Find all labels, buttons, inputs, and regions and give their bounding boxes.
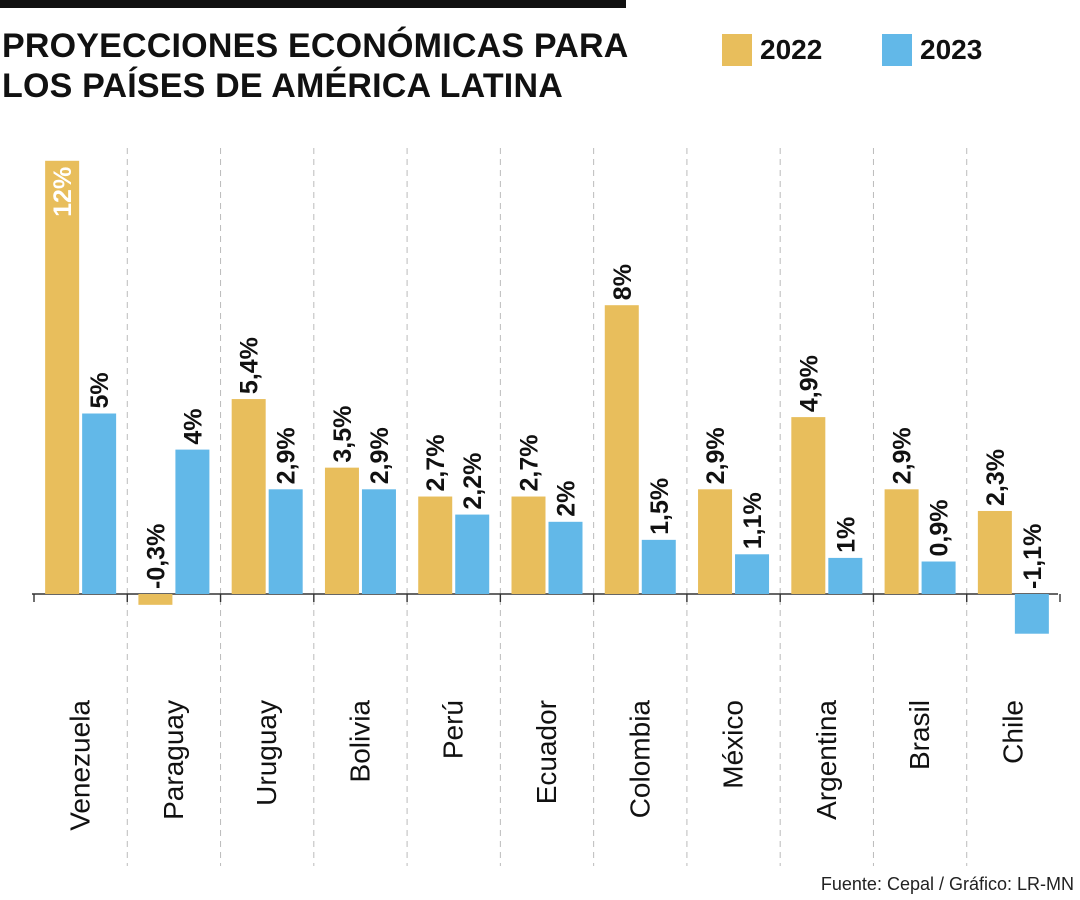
chart-title: PROYECCIONES ECONÓMICAS PARA LOS PAÍSES … xyxy=(2,26,628,106)
chart-title-line-2: LOS PAÍSES DE AMÉRICA LATINA xyxy=(2,67,563,105)
category-label-venezuela: Venezuela xyxy=(65,700,96,831)
value-label-2022-argentina: 4,9% xyxy=(795,355,823,412)
bar-2022-brasil xyxy=(884,489,919,594)
legend-swatch-2022 xyxy=(722,34,752,66)
legend-label-2023: 2023 xyxy=(920,34,983,65)
bar-2023-uruguay xyxy=(268,489,303,594)
bar-2022-mexico xyxy=(698,489,733,594)
legend-item-2023: 2023 xyxy=(882,34,982,66)
category-label-peru: Perú xyxy=(438,700,469,759)
bar-2023-brasil xyxy=(921,561,956,594)
value-label-2022-ecuador: 2,7% xyxy=(516,435,544,492)
category-label-chile: Chile xyxy=(997,700,1028,764)
legend-label-2022: 2022 xyxy=(760,34,823,65)
value-label-2022-venezuela: 12% xyxy=(49,167,77,217)
category-label-mexico: México xyxy=(718,700,749,789)
value-label-2023-peru: 2,2% xyxy=(459,453,487,510)
bar-2022-ecuador xyxy=(511,496,546,594)
value-label-2022-paraguay: -0,3% xyxy=(142,524,170,589)
legend-swatch-2023 xyxy=(882,34,912,66)
bar-2022-uruguay xyxy=(231,399,266,594)
category-label-argentina: Argentina xyxy=(811,700,842,820)
category-label-paraguay: Paraguay xyxy=(158,700,189,820)
bar-2023-argentina xyxy=(828,557,863,594)
bar-2022-argentina xyxy=(791,417,826,594)
value-label-2022-chile: 2,3% xyxy=(982,449,1010,506)
value-label-2022-bolivia: 3,5% xyxy=(329,406,357,463)
value-label-2022-mexico: 2,9% xyxy=(702,427,730,484)
bar-2022-venezuela xyxy=(45,160,80,595)
value-label-2022-colombia: 8% xyxy=(609,264,637,300)
value-label-2023-colombia: 1,5% xyxy=(646,478,674,535)
value-label-2022-peru: 2,7% xyxy=(422,435,450,492)
bar-2023-chile xyxy=(1014,594,1049,634)
bar-2022-colombia xyxy=(604,305,639,594)
bar-2022-peru xyxy=(418,496,453,594)
bar-2022-bolivia xyxy=(324,467,359,594)
bar-2023-peru xyxy=(455,514,490,594)
bar-2023-venezuela xyxy=(82,413,117,594)
source-credit: Fuente: Cepal / Gráfico: LR-MN xyxy=(820,874,1074,894)
value-label-2023-argentina: 1% xyxy=(832,517,860,553)
bar-2023-ecuador xyxy=(548,521,583,594)
value-label-2023-paraguay: 4% xyxy=(179,408,207,444)
category-label-colombia: Colombia xyxy=(624,700,655,819)
category-label-brasil: Brasil xyxy=(904,700,935,770)
category-label-ecuador: Ecuador xyxy=(531,700,562,804)
bar-2023-mexico xyxy=(735,554,770,594)
bar-2023-paraguay xyxy=(175,449,210,594)
value-label-2023-brasil: 0,9% xyxy=(926,500,954,557)
value-label-2023-mexico: 1,1% xyxy=(739,492,767,549)
bar-2022-paraguay xyxy=(138,594,173,605)
bar-2023-bolivia xyxy=(361,489,396,594)
value-label-2023-ecuador: 2% xyxy=(553,481,581,517)
category-label-bolivia: Bolivia xyxy=(344,700,375,783)
value-label-2023-chile: -1,1% xyxy=(1019,524,1047,589)
bar-2022-chile xyxy=(977,510,1012,594)
value-label-2023-bolivia: 2,9% xyxy=(366,427,394,484)
value-label-2022-uruguay: 5,4% xyxy=(236,337,264,394)
chart-title-line-1: PROYECCIONES ECONÓMICAS PARA xyxy=(2,27,629,65)
category-label-uruguay: Uruguay xyxy=(251,700,282,806)
legend-item-2022: 2022 xyxy=(722,34,822,66)
top-rule xyxy=(0,0,626,8)
value-label-2023-venezuela: 5% xyxy=(86,372,114,408)
value-label-2023-uruguay: 2,9% xyxy=(273,427,301,484)
bar-2023-colombia xyxy=(641,539,676,594)
value-label-2022-brasil: 2,9% xyxy=(889,427,917,484)
